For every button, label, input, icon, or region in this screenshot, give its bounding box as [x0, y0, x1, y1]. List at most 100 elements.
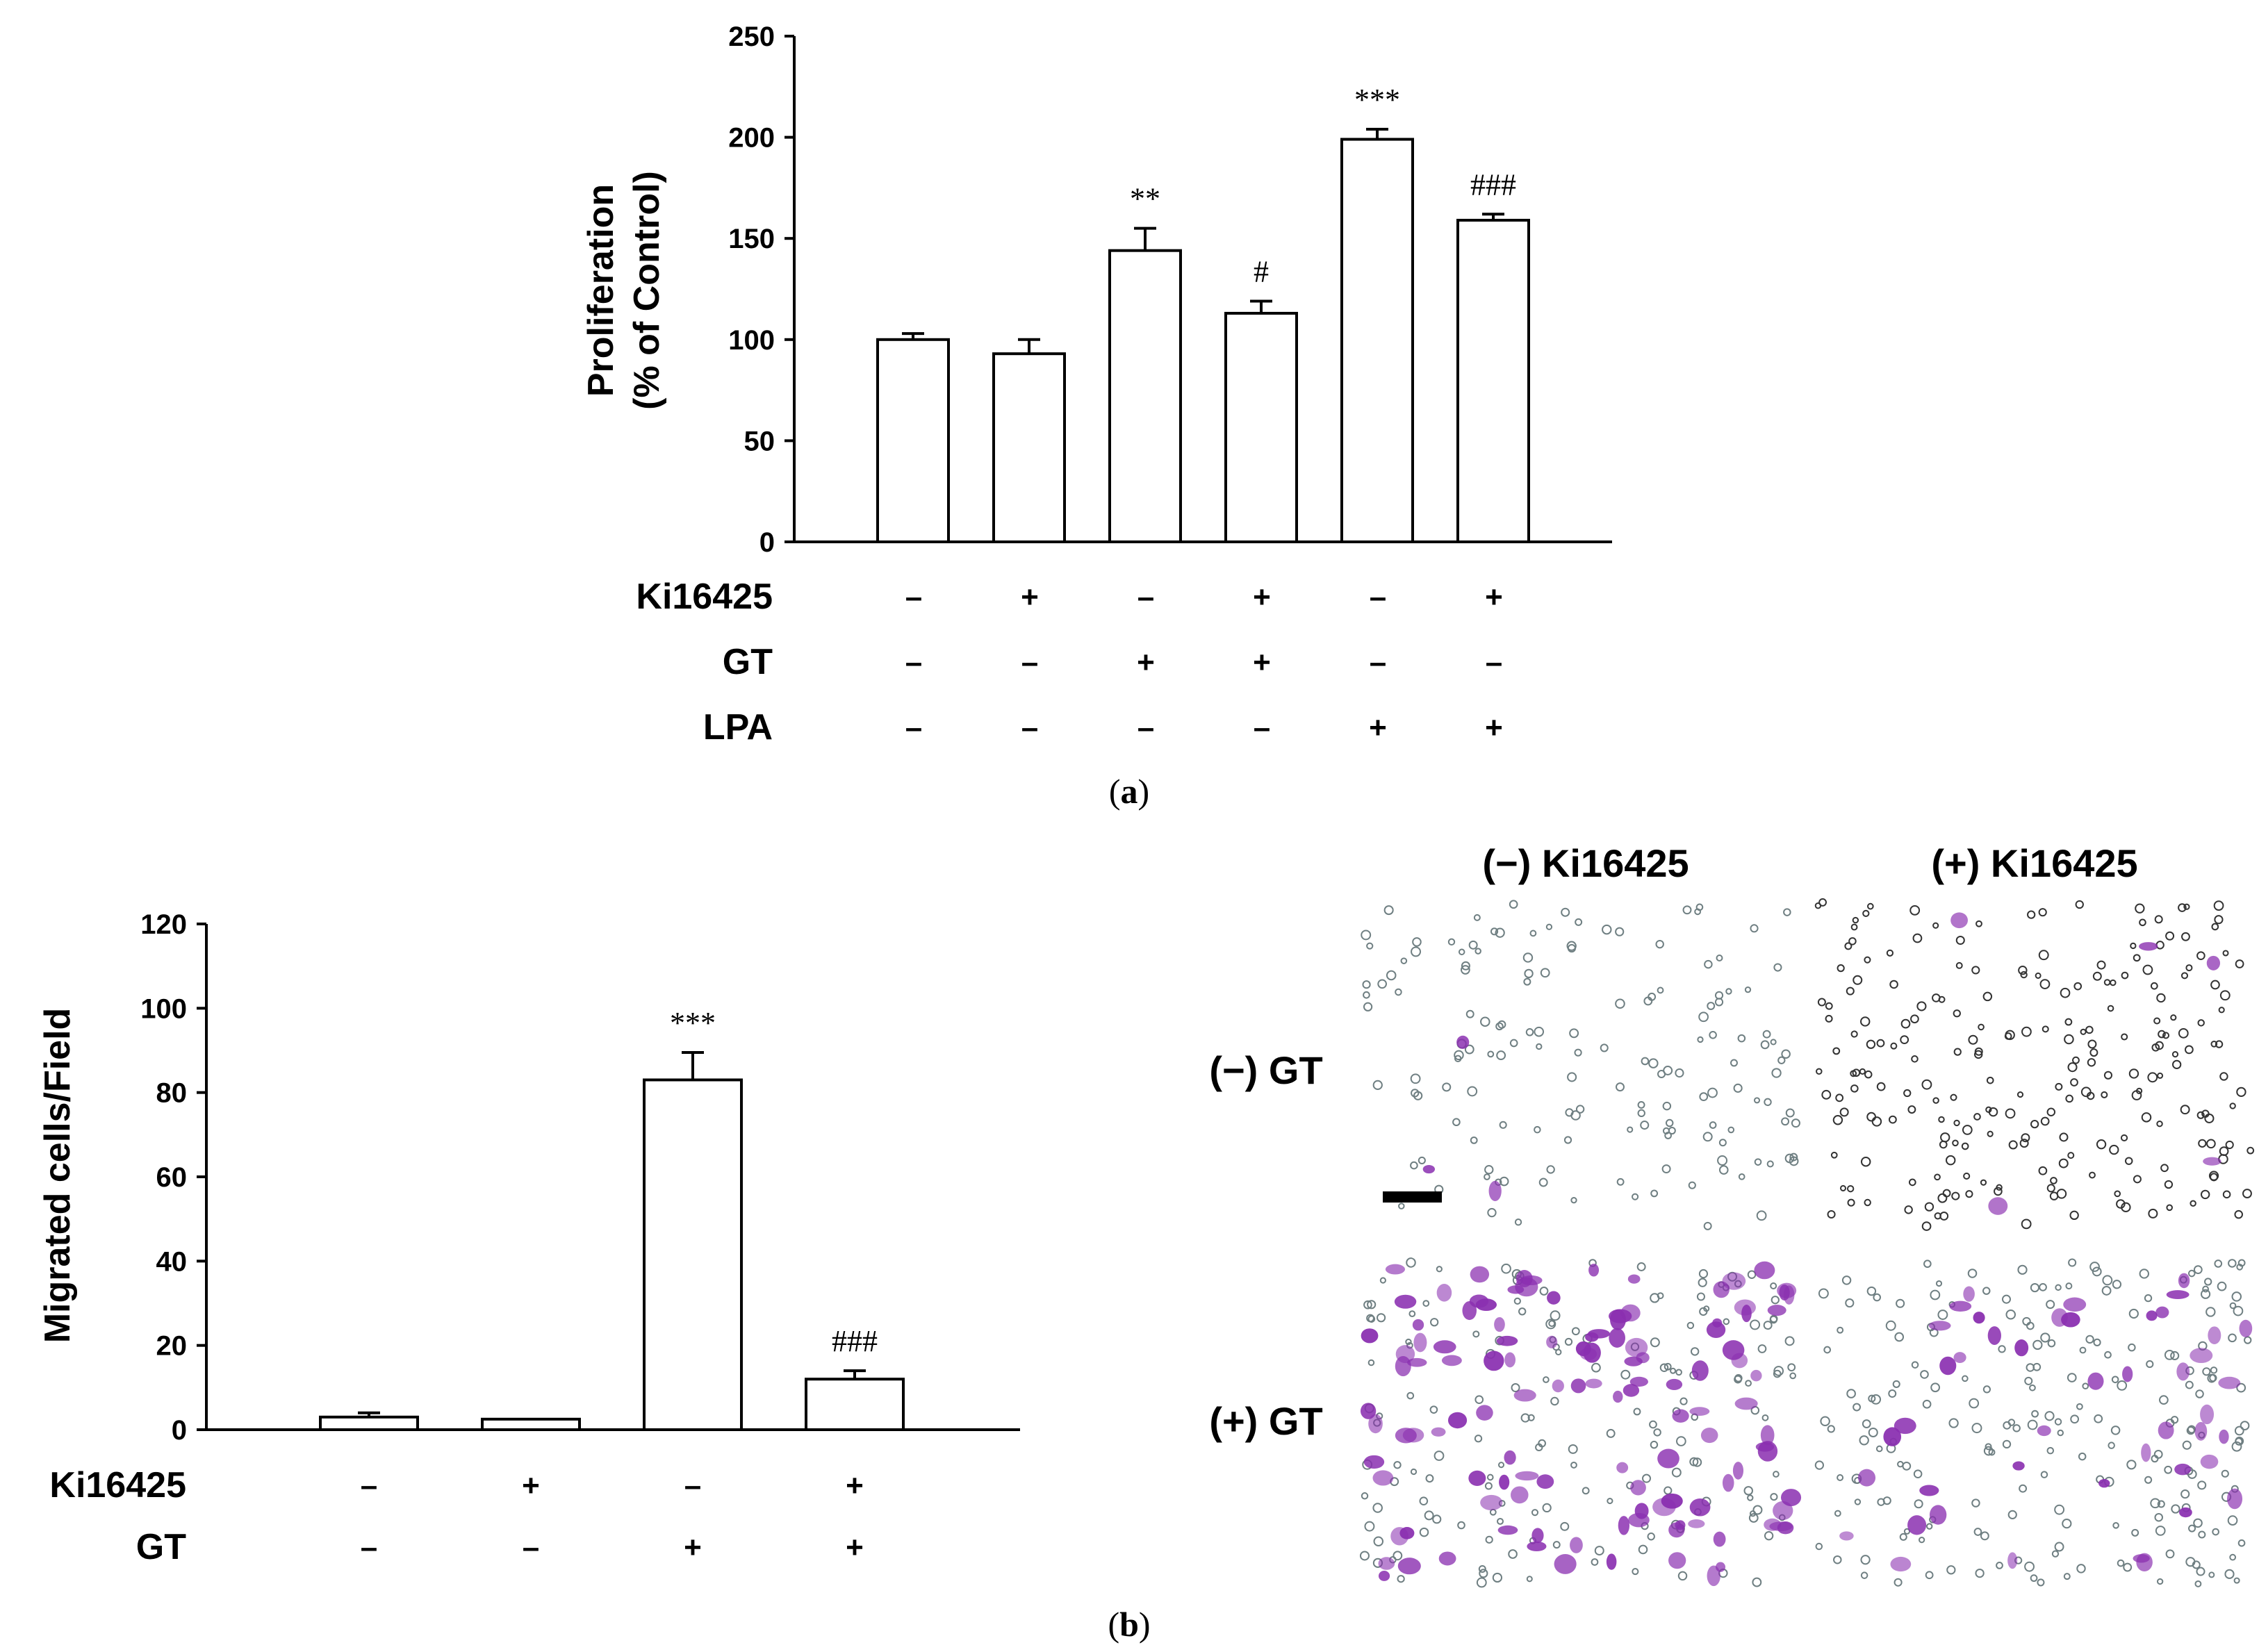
pore — [2021, 1219, 2032, 1230]
pore — [2233, 1305, 2244, 1316]
stained-cell — [1570, 1378, 1586, 1394]
pore — [1366, 942, 1374, 950]
pore — [1545, 923, 1553, 930]
pore — [2087, 1039, 2097, 1049]
stained-cell — [1953, 1352, 1966, 1363]
pore — [1552, 1541, 1561, 1549]
pore — [1734, 1373, 1743, 1382]
pore — [1637, 1100, 1645, 1109]
pore — [1908, 1178, 1916, 1187]
pore — [2126, 1460, 2137, 1470]
pore — [2046, 1107, 2056, 1117]
pore — [1442, 1082, 1452, 1092]
pore — [1485, 1535, 1493, 1544]
pore — [1454, 1055, 1462, 1063]
pore — [1474, 1395, 1484, 1405]
condition-sign: – — [1486, 645, 1502, 679]
pore — [1616, 1082, 1625, 1092]
bar — [319, 1415, 419, 1432]
pore — [1550, 1310, 1561, 1321]
pore — [2072, 1056, 2080, 1064]
stained-cell — [1515, 1471, 1539, 1481]
stained-cell — [1385, 1264, 1406, 1275]
pore — [2187, 1269, 2196, 1278]
pore — [2040, 1471, 2048, 1478]
pore — [2035, 972, 2042, 979]
stained-cell — [1700, 1427, 1718, 1444]
pore — [2198, 1530, 2206, 1539]
stained-cell — [1987, 1326, 2001, 1345]
pore — [2094, 1414, 2103, 1423]
pore — [1411, 1089, 1420, 1098]
pore — [1844, 942, 1853, 950]
pore — [2017, 1264, 2028, 1275]
pore — [2193, 1265, 2203, 1275]
pore — [1748, 1513, 1759, 1523]
stained-cell — [1438, 1551, 1456, 1566]
pore — [1816, 1068, 1823, 1075]
stained-cell — [1372, 1470, 1394, 1486]
pore — [2039, 979, 2051, 989]
pore — [1785, 1108, 1795, 1118]
pore — [1961, 1142, 1969, 1150]
pore — [1885, 1320, 1896, 1331]
condition-label: Ki16425 — [636, 577, 773, 617]
pore — [2193, 1518, 2203, 1528]
pore — [1818, 898, 1827, 907]
pore — [1752, 1577, 1762, 1587]
pore — [1784, 1153, 1795, 1164]
pore — [2021, 1133, 2030, 1143]
migration-chart: 0 20 40 60 80 100 120 Migrated cells/Field *** ##… — [38, 909, 1151, 1644]
stained-cell — [1552, 1379, 1564, 1393]
stained-cell — [1773, 1501, 1793, 1521]
pore — [1974, 1047, 1983, 1056]
pore — [1465, 1009, 1474, 1018]
pore — [2031, 1410, 2039, 1418]
pore — [2156, 993, 2166, 1003]
pore — [2217, 1281, 2227, 1291]
pore — [1454, 1050, 1464, 1061]
pore — [1860, 1016, 1871, 1027]
bar — [1340, 138, 1414, 543]
pore — [2027, 1419, 2038, 1430]
stained-cell — [1973, 1312, 1985, 1324]
pore — [1534, 1026, 1545, 1037]
pore — [2196, 1567, 2205, 1576]
stained-cell — [1988, 1197, 2008, 1215]
pore — [1640, 1121, 1650, 1130]
pore — [1737, 1034, 1746, 1043]
stained-cell — [1919, 1485, 1939, 1496]
pore — [2235, 1436, 2244, 1446]
pore — [1923, 1259, 1932, 1269]
pore — [1924, 1202, 1934, 1212]
pore — [2003, 1421, 2012, 1430]
y-tick-label: 100 — [140, 993, 187, 1024]
pore — [1690, 1347, 1700, 1356]
pore — [2170, 1350, 2180, 1360]
pore — [1526, 1576, 1533, 1583]
pore — [1372, 1080, 1383, 1091]
pore — [1650, 1293, 1660, 1303]
pore — [2142, 964, 2153, 975]
pore — [1932, 922, 1939, 929]
pore — [1499, 1176, 1509, 1187]
pore — [1377, 1313, 1386, 1323]
column-label-minus-ki16425: (−) Ki16425 — [1482, 841, 1689, 885]
stained-cell — [1476, 1405, 1493, 1421]
pore — [1677, 1571, 1688, 1581]
pore — [2005, 1108, 2016, 1119]
pore — [1814, 1460, 1825, 1470]
pore — [1852, 916, 1859, 924]
pore — [1750, 1319, 1761, 1330]
stained-cell — [1546, 1335, 1558, 1348]
pore — [1484, 1173, 1490, 1180]
pore — [1571, 1327, 1580, 1336]
pore — [2170, 1014, 2177, 1021]
y-tick-label: 0 — [172, 1415, 187, 1446]
pore — [2063, 1573, 2071, 1580]
pore — [1364, 1521, 1375, 1532]
pore — [1538, 1439, 1546, 1448]
column-label-plus-ki16425: (+) Ki16425 — [1931, 841, 2137, 885]
pore — [1486, 1473, 1494, 1481]
pore — [2024, 1561, 2035, 1572]
